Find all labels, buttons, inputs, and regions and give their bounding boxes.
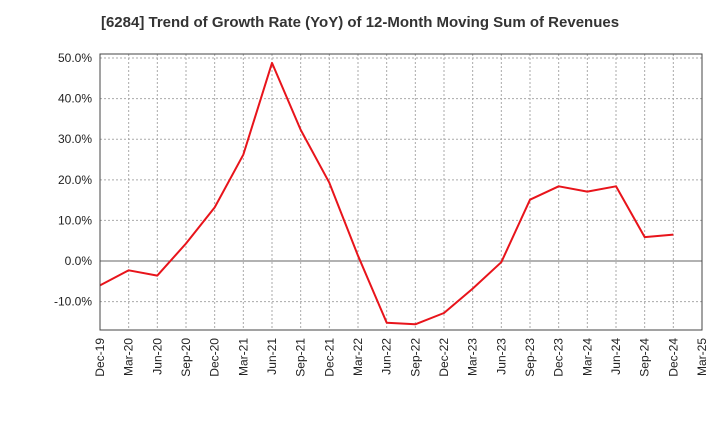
x-tick-label: Jun-23 [494, 338, 508, 375]
x-tick-label: Jun-20 [150, 338, 164, 375]
y-tick-label: 40.0% [58, 92, 92, 106]
y-tick-label: -10.0% [54, 295, 92, 309]
x-tick-label: Dec-20 [208, 338, 222, 377]
x-tick-labels: Dec-19 Mar-20 Jun-20 Sep-20 Dec-20 Mar-21 Jun-… [93, 338, 709, 377]
y-tick-label: 10.0% [58, 213, 92, 227]
x-tick-label: Mar-23 [466, 338, 480, 376]
x-tick-label: Sep-20 [179, 338, 193, 377]
y-tick-label: 20.0% [58, 173, 92, 187]
plot-frame [99, 53, 703, 331]
x-tick-label: Jun-22 [380, 338, 394, 375]
x-tick-label: Mar-24 [580, 338, 594, 376]
x-tick-label: Jun-21 [265, 338, 279, 375]
series-line-layer [99, 61, 674, 326]
y-tick-labels: -10.0% 0.0% 10.0% 20.0% 30.0% 40.0% 50.0% [54, 51, 92, 309]
x-tick-label: Mar-22 [351, 338, 365, 376]
y-tick-label: 50.0% [58, 51, 92, 65]
x-tick-label: Mar-20 [122, 338, 136, 376]
x-tick-label: Dec-24 [666, 338, 680, 377]
plot-border [99, 53, 703, 331]
x-tick-label: Dec-19 [93, 338, 107, 377]
x-tick-label: Sep-24 [638, 338, 652, 377]
x-tick-label: Sep-22 [408, 338, 422, 377]
grid-lines [99, 54, 703, 330]
y-tick-label: 0.0% [65, 254, 93, 268]
x-tick-label: Dec-22 [437, 338, 451, 377]
series-line [99, 61, 674, 326]
y-tick-label: 30.0% [58, 132, 92, 146]
x-tick-label: Mar-21 [236, 338, 250, 376]
x-tick-label: Jun-24 [609, 338, 623, 375]
chart-title: [6284] Trend of Growth Rate (YoY) of 12-… [100, 14, 620, 31]
x-tick-label: Mar-25 [695, 338, 709, 376]
x-tick-label: Dec-21 [322, 338, 336, 377]
x-tick-label: Dec-23 [552, 338, 566, 377]
x-tick-label: Sep-21 [294, 338, 308, 377]
x-tick-label: Sep-23 [523, 338, 537, 377]
